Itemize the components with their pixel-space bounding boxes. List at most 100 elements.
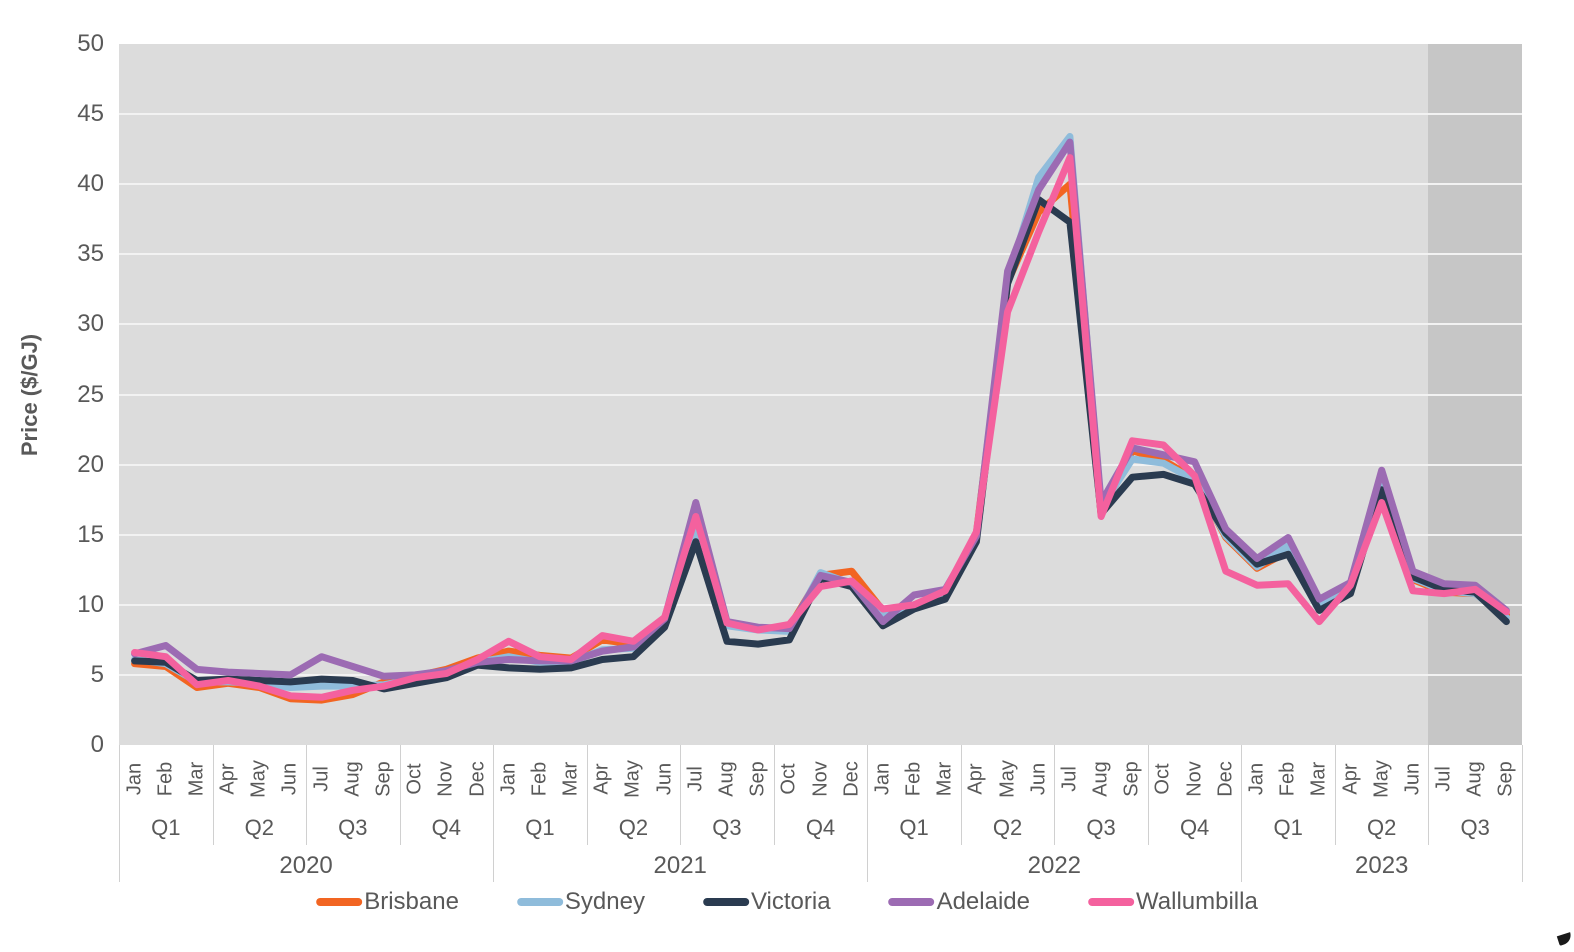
year-separator: [119, 745, 120, 882]
month-label-jun-2023: Jun: [1401, 762, 1424, 796]
gridline-20: [119, 463, 1522, 466]
gridline-45: [119, 113, 1522, 116]
year-label-2022: 2022: [1027, 852, 1082, 879]
corner-artifact: [1556, 932, 1574, 946]
legend-item-brisbane: Brisbane: [316, 888, 459, 916]
month-label-apr-2022: Apr: [964, 763, 987, 795]
legend-swatch-adelaide: [888, 898, 935, 906]
year-label-2023: 2023: [1354, 852, 1409, 879]
month-label-aug-2021: Aug: [715, 761, 738, 797]
quarter-separator: [960, 745, 962, 845]
y-tick-label-0: 0: [90, 731, 104, 758]
month-label-may-2023: May: [1370, 760, 1393, 798]
series-line-wallumbilla: [131, 154, 1510, 701]
quarter-separator: [399, 745, 401, 845]
quarter-label-q1-2022: Q1: [899, 815, 929, 840]
month-label-feb-2023: Feb: [1276, 761, 1299, 797]
year-label-2021: 2021: [653, 852, 707, 879]
gridline-40: [119, 183, 1522, 186]
y-tick-label-35: 35: [77, 240, 104, 268]
month-label-apr-2023: Apr: [1339, 763, 1362, 795]
quarter-label-q4-2022: Q4: [1179, 815, 1210, 840]
month-label-jun-2022: Jun: [1027, 762, 1050, 796]
legend-item-wallumbilla: Wallumbilla: [1088, 888, 1258, 916]
month-label-jul-2023: Jul: [1432, 766, 1455, 792]
y-tick-label-25: 25: [77, 380, 104, 408]
legend-swatch-wallumbilla: [1088, 898, 1134, 906]
series-line-adelaide: [131, 138, 1510, 680]
quarter-separator: [586, 745, 588, 845]
legend-label-wallumbilla: Wallumbilla: [1136, 888, 1258, 915]
month-label-oct-2021: Oct: [777, 763, 800, 795]
month-label-jul-2021: Jul: [684, 766, 707, 792]
month-label-jul-2022: Jul: [1058, 766, 1081, 792]
quarter-label-q1-2020: Q1: [151, 815, 181, 840]
month-label-jan-2023: Jan: [1245, 762, 1268, 796]
month-label-jan-2021: Jan: [497, 762, 520, 796]
gridline-10: [119, 603, 1522, 606]
month-label-apr-2021: Apr: [590, 763, 613, 795]
series-line-sydney: [131, 133, 1510, 691]
year-separator: [1241, 745, 1243, 882]
month-label-sep-2021: Sep: [746, 761, 769, 797]
month-label-aug-2023: Aug: [1463, 761, 1486, 797]
quarter-label-q2-2020: Q2: [244, 815, 274, 840]
legend-label-victoria: Victoria: [750, 888, 831, 915]
year-separator: [1522, 745, 1523, 882]
legend-swatch-victoria: [702, 898, 749, 906]
gridline-5: [119, 673, 1522, 676]
month-label-nov-2021: Nov: [809, 761, 831, 797]
month-label-may-2021: May: [621, 760, 644, 798]
month-label-oct-2022: Oct: [1151, 763, 1174, 795]
y-tick-label-5: 5: [90, 660, 104, 688]
series-line-victoria: [131, 196, 1510, 693]
y-tick-label-45: 45: [77, 100, 104, 128]
month-label-feb-2022: Feb: [902, 761, 925, 797]
month-label-dec-2020: Dec: [466, 761, 489, 797]
month-label-aug-2022: Aug: [1089, 761, 1112, 797]
legend-label-adelaide: Adelaide: [936, 888, 1030, 915]
y-tick-label-50: 50: [77, 30, 104, 57]
quarter-separator: [680, 745, 682, 845]
month-label-apr-2020: Apr: [216, 763, 239, 795]
quarter-separator: [1428, 745, 1430, 845]
quarter-separator: [773, 745, 775, 845]
month-label-mar-2021: Mar: [559, 761, 582, 797]
series-lines-layer: [131, 133, 1510, 704]
y-tick-label-10: 10: [77, 590, 104, 618]
legend-swatch-sydney: [516, 898, 563, 906]
quarter-separator: [212, 745, 214, 845]
month-label-jul-2020: Jul: [310, 766, 333, 792]
quarter-label-q2-2023: Q2: [1367, 815, 1397, 840]
quarter-separator: [1334, 745, 1336, 845]
month-label-nov-2020: Nov: [434, 761, 457, 797]
gridline-30: [119, 323, 1522, 326]
year-label-2020: 2020: [279, 852, 333, 879]
gridline-15: [119, 533, 1522, 536]
month-label-may-2020: May: [247, 760, 270, 798]
quarter-label-q4-2021: Q4: [805, 815, 836, 840]
month-label-mar-2023: Mar: [1307, 761, 1330, 797]
y-tick-label-40: 40: [77, 170, 104, 198]
legend-label-brisbane: Brisbane: [364, 888, 459, 915]
y-tick-label-30: 30: [77, 310, 104, 338]
y-tick-label-20: 20: [77, 450, 104, 478]
quarter-separator: [306, 745, 308, 845]
month-label-jun-2021: Jun: [653, 762, 676, 796]
legend-label-sydney: Sydney: [564, 888, 645, 915]
month-label-jun-2020: Jun: [278, 762, 301, 796]
month-label-nov-2022: Nov: [1183, 761, 1206, 797]
quarter-label-q3-2020: Q3: [338, 815, 368, 840]
quarter-label-q1-2021: Q1: [525, 815, 555, 840]
month-label-feb-2021: Feb: [528, 761, 551, 797]
month-label-jan-2022: Jan: [871, 762, 894, 796]
legend-item-adelaide: Adelaide: [888, 888, 1030, 916]
legend-item-sydney: Sydney: [516, 888, 645, 916]
month-label-mar-2022: Mar: [933, 761, 956, 797]
month-label-may-2022: May: [996, 760, 1019, 798]
legend-item-victoria: Victoria: [702, 888, 831, 916]
y-axis-title: Price ($/GJ): [17, 333, 42, 456]
month-label-jan-2020: Jan: [123, 762, 146, 796]
month-label-sep-2022: Sep: [1120, 761, 1143, 797]
month-label-aug-2020: Aug: [341, 761, 364, 797]
